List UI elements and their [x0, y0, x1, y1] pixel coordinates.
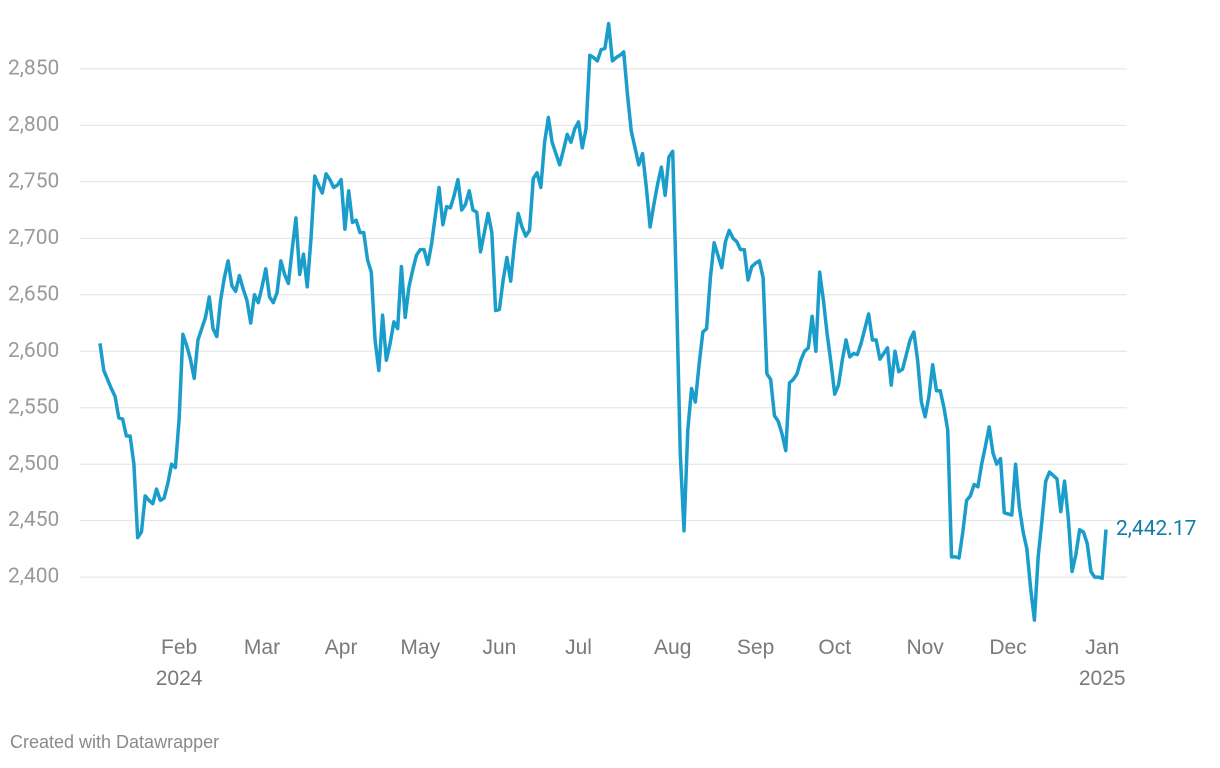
x-tick-label: Jun: [482, 636, 517, 659]
y-tick-label: 2,700: [8, 226, 59, 250]
x-tick-label: Dec: [989, 636, 1027, 659]
y-tick-label: 2,650: [8, 282, 59, 306]
y-tick-label: 2,800: [8, 113, 59, 137]
y-tick-label: 2,600: [8, 339, 59, 363]
x-tick-label: Sep: [736, 636, 775, 659]
y-tick-label: 2,850: [8, 56, 59, 80]
y-tick-label: 2,400: [8, 565, 59, 589]
x-tick-label: Oct: [818, 636, 852, 659]
y-tick-label: 2,550: [8, 395, 59, 419]
y-tick-label: 2,750: [8, 169, 59, 193]
x-tick-label: Mar: [243, 636, 281, 659]
footer: Created with Datawrapper: [10, 732, 220, 752]
x-tick-label: Jan 2025: [1078, 636, 1126, 690]
y-tick-label: 2,450: [8, 508, 59, 532]
x-tick-label: Nov: [906, 636, 944, 659]
y-tick-label: 2,500: [8, 452, 59, 476]
x-tick-label: Aug: [654, 636, 692, 659]
value-label: 2,442.17: [1116, 517, 1196, 541]
line: [98, 21, 1108, 622]
x-tick-label: May: [400, 636, 441, 659]
x-tick-label: Jul: [565, 636, 592, 659]
x-tick-label: Apr: [324, 636, 358, 659]
x-tick-label: Feb 2024: [155, 636, 203, 690]
